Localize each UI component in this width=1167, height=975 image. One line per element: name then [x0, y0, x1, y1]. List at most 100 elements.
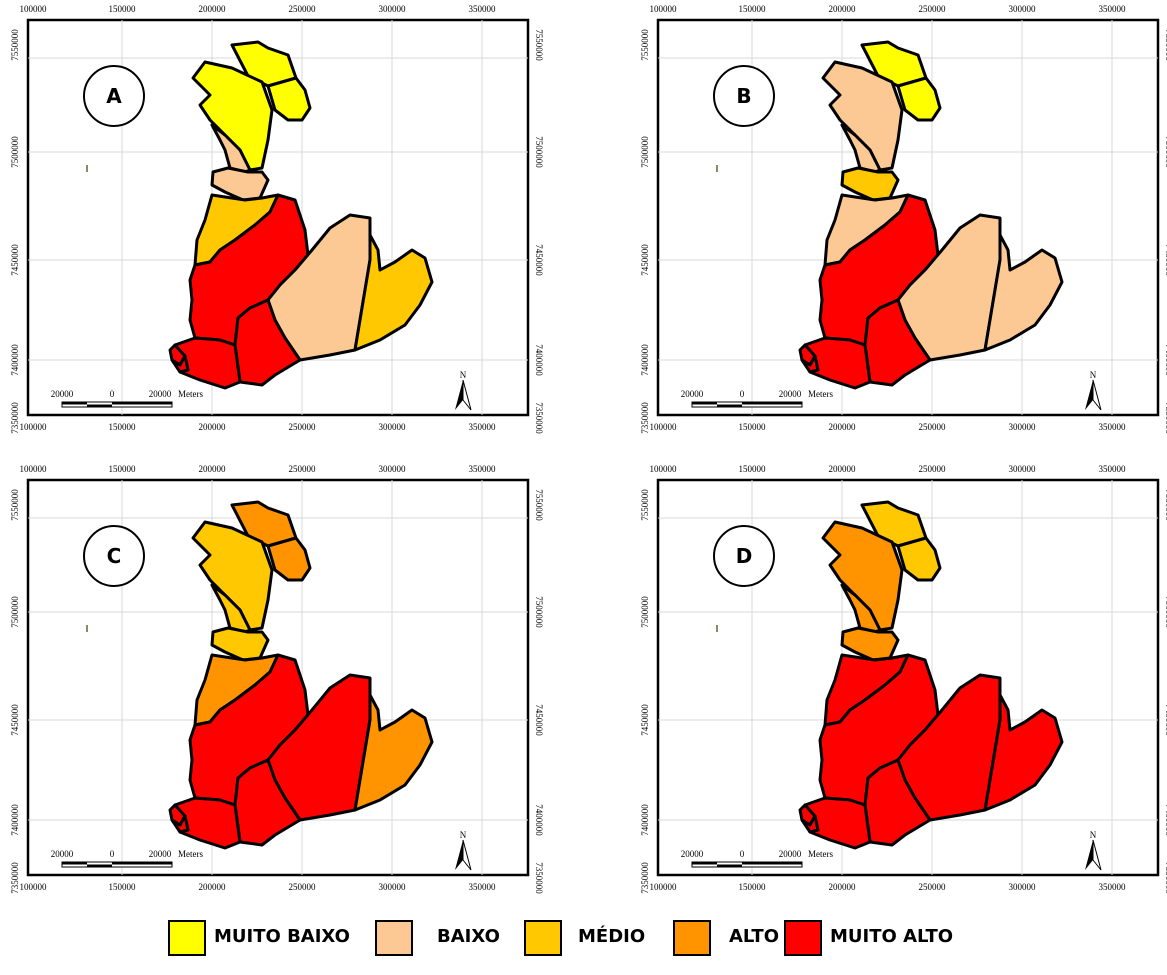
y-tick-label-right: 7500000: [534, 596, 544, 628]
scale-bar-label: 20000: [51, 389, 74, 399]
region-r13: [170, 814, 190, 834]
scale-bar: 20000 0 20000 Meters: [681, 389, 833, 408]
scale-bar-label: 20000: [51, 849, 74, 859]
panel-letter: B: [736, 84, 751, 108]
north-arrow-icon: N: [455, 370, 472, 411]
map-panel-b: 1000001000001500001500002000002000002500…: [640, 4, 1167, 434]
y-tick-label-left: 7350000: [640, 402, 650, 434]
region-r3: [821, 60, 904, 172]
x-tick-label-top: 100000: [20, 464, 48, 474]
region-r13: [800, 814, 820, 834]
regions: [168, 500, 434, 850]
y-tick-label-right: 7400000: [534, 804, 544, 836]
panel-letter: A: [106, 84, 122, 108]
region-r9: [983, 693, 1064, 812]
y-tick-label-right: 7550000: [534, 29, 544, 61]
panel-letter: D: [736, 544, 753, 568]
region-r2: [896, 536, 942, 582]
y-tick-label-left: 7500000: [10, 596, 20, 628]
x-tick-label-bottom: 150000: [109, 882, 137, 892]
y-tick-label-right: 7500000: [534, 136, 544, 168]
x-tick-label-top: 300000: [379, 464, 407, 474]
region-r5: [840, 626, 900, 662]
y-tick-label-left: 7450000: [10, 244, 20, 276]
x-tick-label-bottom: 150000: [109, 422, 137, 432]
x-tick-label-bottom: 250000: [919, 882, 947, 892]
panel-letter-badge: B: [713, 65, 775, 127]
map-panel-d: 1000001000001500001500002000002000002500…: [640, 464, 1167, 894]
y-tick-label-right: 7350000: [534, 862, 544, 894]
scale-bar: 20000 0 20000 Meters: [681, 849, 833, 868]
north-arrow-icon: N: [1085, 830, 1102, 871]
x-tick-label-bottom: 100000: [20, 882, 48, 892]
region-r13: [800, 354, 820, 374]
scale-bar-label: 20000: [149, 849, 172, 859]
x-tick-label-top: 200000: [829, 4, 857, 14]
y-tick-label-left: 7500000: [10, 136, 20, 168]
legend-swatch: [784, 920, 822, 956]
y-tick-label-right: 7450000: [1164, 704, 1167, 736]
scale-bar-unit: Meters: [808, 389, 833, 399]
x-tick-label-top: 350000: [469, 4, 497, 14]
x-tick-label-bottom: 150000: [739, 882, 767, 892]
north-arrow-icon: N: [455, 830, 472, 871]
scale-bar-unit: Meters: [178, 849, 203, 859]
region-r3: [191, 520, 274, 632]
x-tick-label-top: 350000: [1099, 4, 1127, 14]
region-r11: [173, 336, 242, 390]
north-arrow-label: N: [460, 830, 467, 840]
x-tick-label-bottom: 250000: [289, 422, 317, 432]
y-tick-label-right: 7350000: [534, 402, 544, 434]
regions: [168, 40, 434, 390]
region-r3: [821, 520, 904, 632]
y-tick-label-left: 7400000: [10, 344, 20, 376]
x-tick-label-top: 250000: [289, 4, 317, 14]
scale-bar: 20000 0 20000 Meters: [51, 849, 203, 868]
x-tick-label-top: 100000: [20, 4, 48, 14]
y-tick-label-right: 7400000: [1164, 344, 1167, 376]
x-tick-label-bottom: 200000: [829, 882, 857, 892]
region-r5: [840, 166, 900, 202]
y-tick-label-left: 7450000: [640, 704, 650, 736]
scale-bar: 20000 0 20000 Meters: [51, 389, 203, 408]
y-tick-label-left: 7550000: [640, 489, 650, 521]
y-tick-label-left: 7450000: [10, 704, 20, 736]
y-tick-label-left: 7500000: [640, 136, 650, 168]
x-tick-label-top: 350000: [469, 464, 497, 474]
x-tick-label-bottom: 300000: [1009, 882, 1037, 892]
x-tick-label-top: 300000: [379, 4, 407, 14]
y-tick-label-left: 7500000: [640, 596, 650, 628]
y-tick-label-left: 7550000: [10, 29, 20, 61]
legend-label: MUITO BAIXO: [214, 926, 350, 947]
y-tick-label-right: 7350000: [1164, 862, 1167, 894]
regions: [798, 500, 1064, 850]
legend-swatch: [375, 920, 413, 956]
map-panel-c: 1000001000001500001500002000002000002500…: [10, 464, 544, 894]
region-r2: [266, 76, 312, 122]
map-panel-a: 1000001000001500001500002000002000002500…: [10, 4, 544, 434]
regions: [798, 40, 1064, 390]
y-tick-label-right: 7400000: [1164, 804, 1167, 836]
x-tick-label-top: 250000: [289, 464, 317, 474]
y-tick-label-right: 7450000: [1164, 244, 1167, 276]
scale-bar-unit: Meters: [808, 849, 833, 859]
y-tick-label-left: 7400000: [640, 344, 650, 376]
y-tick-label-right: 7450000: [534, 244, 544, 276]
x-tick-label-top: 100000: [650, 4, 678, 14]
x-tick-label-bottom: 100000: [650, 882, 678, 892]
scale-bar-unit: Meters: [178, 389, 203, 399]
legend-label: MUITO ALTO: [830, 926, 954, 947]
north-arrow-label: N: [460, 370, 467, 380]
y-tick-label-right: 7400000: [534, 344, 544, 376]
x-tick-label-bottom: 100000: [650, 422, 678, 432]
north-arrow-icon: N: [1085, 370, 1102, 411]
legend-label: BAIXO: [437, 926, 500, 947]
x-tick-label-bottom: 150000: [739, 422, 767, 432]
scale-bar-label: 0: [110, 389, 115, 399]
legend-swatch: [673, 920, 711, 956]
x-tick-label-top: 300000: [1009, 4, 1037, 14]
region-r11: [173, 796, 242, 850]
x-tick-label-bottom: 200000: [829, 422, 857, 432]
region-r3: [191, 60, 274, 172]
y-tick-label-right: 7550000: [1164, 29, 1167, 61]
